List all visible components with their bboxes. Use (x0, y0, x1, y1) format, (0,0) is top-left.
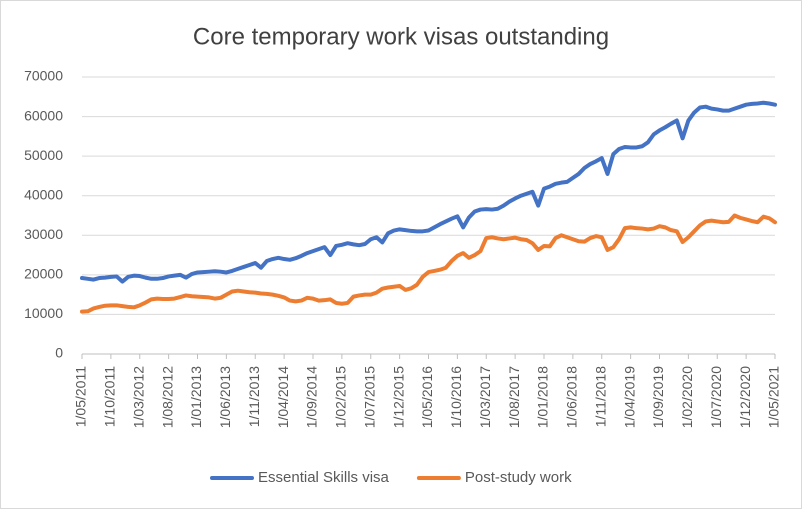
x-tick-label: 1/09/2019 (650, 366, 666, 428)
legend-label: Post-study work (465, 469, 572, 486)
y-tick-label: 40000 (24, 186, 63, 202)
x-tick-label: 1/06/2013 (217, 366, 233, 428)
x-tick-label: 1/12/2020 (737, 366, 753, 428)
x-tick-label: 1/03/2012 (130, 366, 146, 428)
y-tick-label: 10000 (24, 305, 63, 321)
x-tick-label: 1/08/2017 (506, 366, 522, 428)
x-tick-label: 1/11/2013 (246, 366, 262, 427)
y-tick-label: 60000 (24, 107, 63, 123)
y-tick-label: 50000 (24, 147, 63, 163)
x-tick-label: 1/09/2014 (304, 366, 320, 428)
x-tick-label: 1/02/2015 (333, 366, 349, 428)
y-tick-label: 20000 (24, 266, 63, 282)
x-tick-label: 1/07/2015 (361, 366, 377, 428)
x-tick-label: 1/05/2016 (419, 366, 435, 428)
x-tick-label: 1/04/2019 (621, 366, 637, 428)
x-tick-label: 1/10/2011 (102, 366, 118, 427)
x-tick-label: 1/07/2020 (708, 366, 724, 428)
legend-label: Essential Skills visa (258, 469, 390, 486)
x-tick-label: 1/04/2014 (275, 366, 291, 428)
x-tick-label: 1/03/2017 (477, 366, 493, 428)
x-tick-label: 1/01/2018 (535, 366, 551, 428)
x-tick-label: 1/10/2016 (448, 366, 464, 428)
x-tick-label: 1/06/2018 (564, 366, 580, 428)
x-tick-label: 1/08/2012 (159, 366, 175, 428)
y-tick-label: 30000 (24, 226, 63, 242)
x-tick-label: 1/05/2021 (766, 366, 782, 428)
y-tick-label: 70000 (24, 68, 63, 84)
x-tick-label: 1/01/2013 (188, 366, 204, 428)
line-series (80, 213, 777, 314)
x-tick-label: 1/02/2020 (679, 366, 695, 428)
x-tick-label: 1/05/2011 (73, 366, 89, 427)
line-series (80, 100, 777, 284)
x-tick-label: 1/11/2018 (592, 366, 608, 427)
chart-title: Core temporary work visas outstanding (193, 23, 609, 50)
y-tick-label: 0 (55, 345, 63, 361)
x-tick-label: 1/12/2015 (390, 366, 406, 428)
